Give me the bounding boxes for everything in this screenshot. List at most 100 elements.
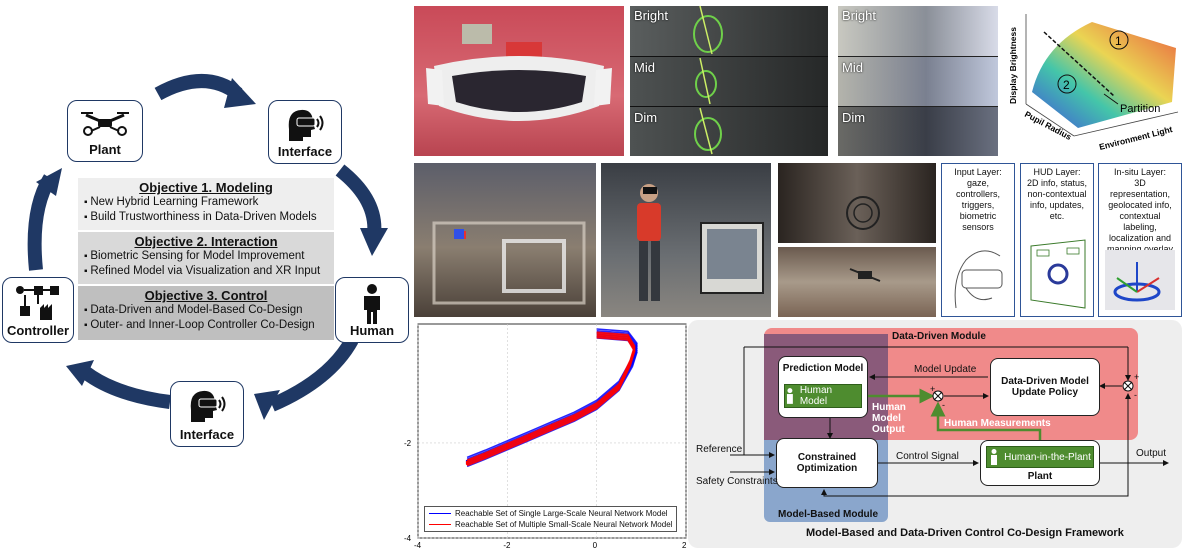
legend-label: Reachable Set of Multiple Small-Scale Ne… [455,520,673,529]
person-icon [364,284,380,324]
input-layer-text: Input Layer: gaze, controllers, triggers… [954,167,1002,232]
interface-bottom-node: Interface [170,381,244,447]
minus-sign: - [1134,390,1137,400]
objective-2-item: Biometric Sensing for Model Improvement [84,249,328,264]
objective-1-box: Objective 1. Modeling New Hybrid Learnin… [78,178,334,230]
in-situ-layer-card: In-situ Layer: 3D representation, geoloc… [1098,163,1182,317]
region-1-label: 1 [1115,34,1122,48]
vr-user-photo [601,163,771,317]
input-layer-card: Input Layer: gaze, controllers, triggers… [941,163,1015,317]
human-model-output-label: Human Model Output [872,402,906,435]
legend-swatch-red [429,524,451,525]
point-cloud-graphic [432,221,586,305]
reachable-set-chart: -4 -2 0 2 -2 -4 Reachable Set of Single Large… [398,320,690,550]
objective-1-item: Build Trustworthiness in Data-Driven Mod… [84,210,328,225]
plus-sign: + [930,384,936,394]
reachable-set-plot: -4 -2 0 2 -2 -4 [404,323,687,550]
constrained-optimization-box: Constrained Optimization [776,438,878,488]
person-icon [786,388,793,404]
surface-plot-graphic: 1 2 Partition Display Brightness Pupil R… [1008,14,1179,152]
plant-label: Plant [89,142,121,157]
chart-legend: Reachable Set of Single Large-Scale Neur… [424,506,678,532]
human-in-the-plant-box: Human-in-the-Plant [986,446,1094,468]
scene-tag-mid: Mid [842,60,863,75]
y-tick-label: -4 [404,534,412,543]
reference-label: Reference [696,444,743,455]
data-point [506,444,509,449]
human-model-label: Human Model [799,385,833,407]
hud-panel-icon [1030,239,1086,309]
constrained-optimization-label: Constrained Optimization [796,452,858,474]
objective-2-item: Refined Model via Visualization and XR I… [84,264,328,279]
drone-warehouse-photo [778,247,936,317]
legend-entry: Reachable Set of Single Large-Scale Neur… [429,508,672,519]
data-point [528,434,531,439]
human-model-box: Human Model [784,384,862,408]
vr-head-icon [190,390,226,422]
x-tick-label: -2 [503,541,511,550]
x-tick-label: 2 [682,541,687,550]
objective-3-box: Objective 3. Control Data-Driven and Mod… [78,286,334,340]
in-situ-layer-text: In-situ Layer: 3D representation, geoloc… [1106,167,1174,254]
series-line [466,328,638,459]
data-driven-module-label: Data-Driven Module [892,331,986,342]
scene-tag-bright: Bright [842,8,876,23]
data-point [573,415,576,420]
interface-top-node: Interface [268,100,342,164]
caged-drone-icon [846,196,880,230]
safety-constraints-label: Safety Constraints [696,476,778,487]
scene-brightness-photos: Bright Mid Dim [838,6,998,156]
control-signal-label: Control Signal [896,451,959,462]
brightness-surface-plot: 1 2 Partition Display Brightness Pupil R… [1004,4,1182,156]
plant-node: Plant [67,100,143,162]
objective-1-title: Objective 1. Modeling [139,180,273,195]
objective-1-item: New Hybrid Learning Framework [84,195,328,210]
headset-photo [414,6,624,156]
objective-3-title: Objective 3. Control [144,288,268,303]
objective-2-title: Objective 2. Interaction [134,234,278,249]
co-design-framework: Data-Driven Module Model-Based Module [688,320,1182,548]
human-measurements-label: Human Measurements [944,418,1051,429]
headset-outline-icon [954,250,1003,309]
hud-layer-card: HUD Layer: 2D info, status, non-contextu… [1020,163,1094,317]
x-tick-label: 0 [593,541,598,550]
controller-label: Controller [6,323,70,338]
output-label: Output [1136,448,1167,459]
drone-icon [81,112,129,136]
legend-swatch-blue [429,513,451,514]
objective-cycle-diagram [0,60,410,460]
in-situ-overlay-icon [1105,250,1175,310]
point-cloud-photo [414,163,596,317]
hud-layer-text: HUD Layer: 2D info, status, non-contextu… [1026,167,1088,221]
series-line [466,336,636,467]
y-tick-label: -2 [404,439,412,448]
eye-tag-dim: Dim [634,110,658,125]
vr-user-graphic [637,184,764,301]
objective-2-box: Objective 2. Interaction Biometric Sensi… [78,232,334,284]
model-update-label: Model Update [914,364,977,375]
cycle-arrows [27,74,388,420]
eye-tag-bright: Bright [634,8,668,23]
eye-tag-mid: Mid [634,60,655,75]
data-point [550,425,554,430]
scene-tag-dim: Dim [842,110,866,125]
region-2-label: 2 [1063,78,1070,92]
plus-sign: + [1134,372,1140,382]
partition-label: Partition [1120,103,1160,115]
vr-head-icon [288,109,324,141]
x-tick-label: -4 [414,541,422,550]
legend-entry: Reachable Set of Multiple Small-Scale Ne… [429,519,672,530]
drone-icon [849,268,881,282]
human-label: Human [349,323,395,338]
data-driven-policy-label: Data-Driven Model Update Policy [1001,376,1089,398]
model-based-module-label: Model-Based Module [778,509,879,520]
headset-illustration [426,24,612,121]
objective-3-item: Outer- and Inner-Loop Controller Co-Desi… [84,318,328,333]
framework-connectors [730,346,1169,497]
eye-tracking-photos: Bright Mid Dim [630,6,828,156]
interface-top-label: Interface [277,144,333,159]
data-point [483,453,487,458]
data-driven-policy-box: Data-Driven Model Update Policy [990,358,1100,416]
prediction-model-label: Prediction Model [782,363,864,374]
human-in-the-plant-label: Human-in-the-Plant [1004,451,1091,463]
